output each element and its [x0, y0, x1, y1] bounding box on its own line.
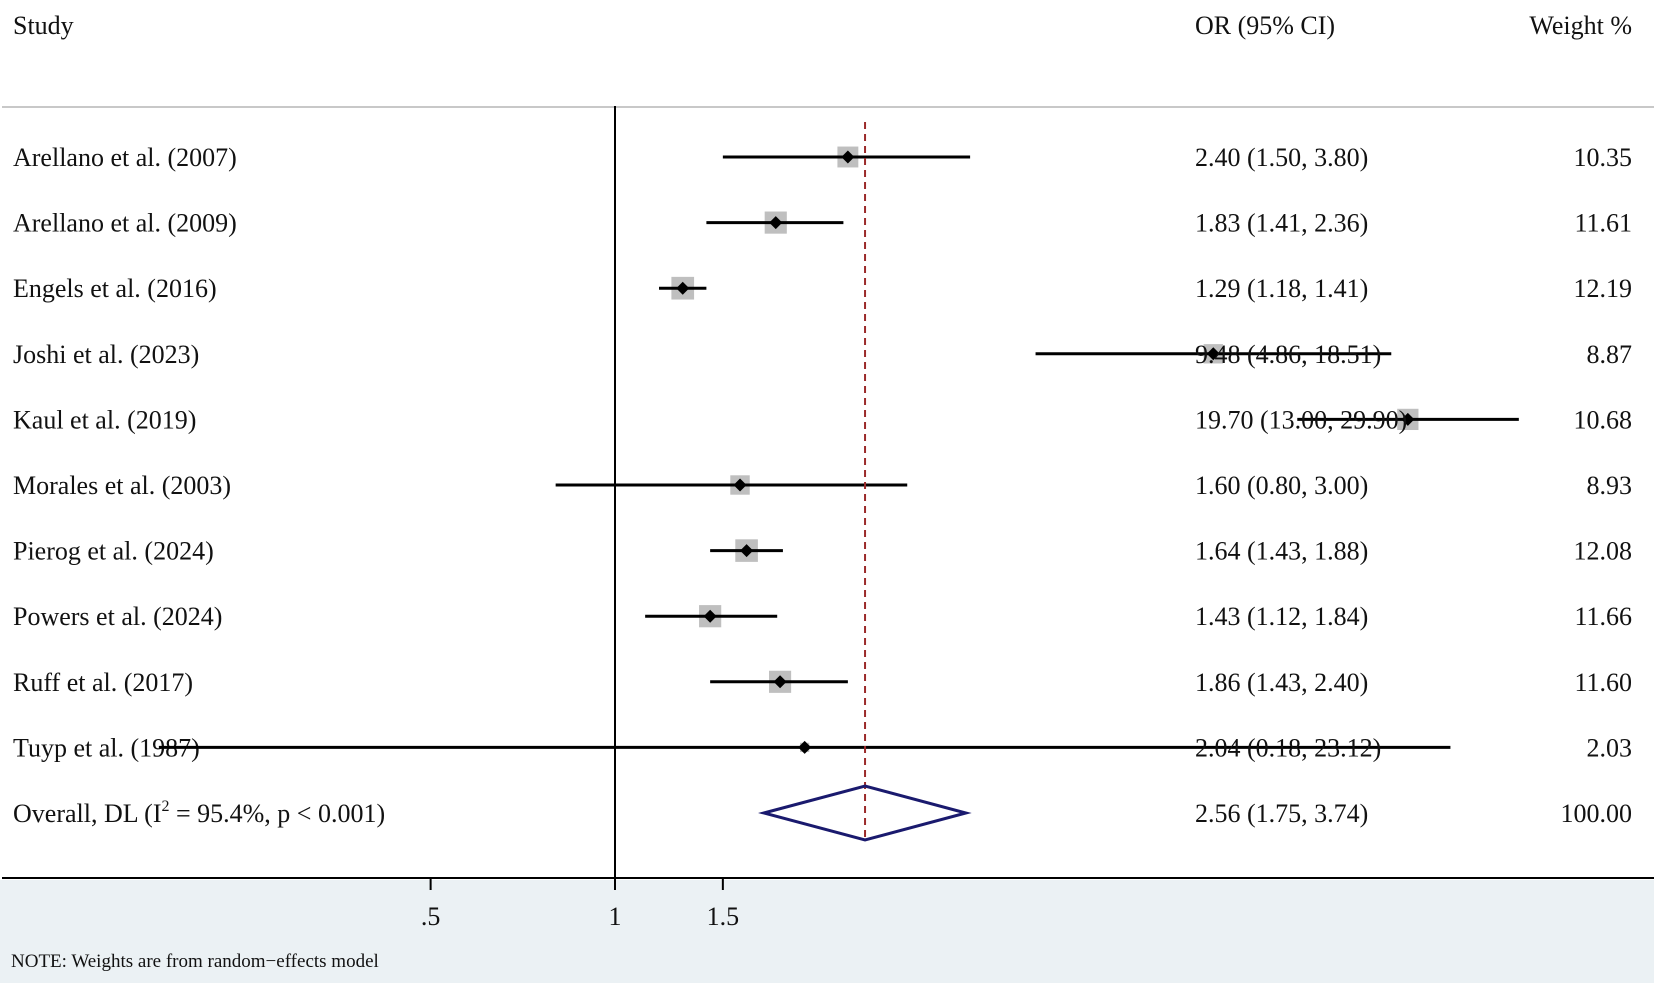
point-estimate [1206, 347, 1220, 361]
study-or-ci: 1.29 (1.18, 1.41) [1195, 274, 1368, 303]
header-study: Study [13, 11, 74, 40]
overall-diamond [758, 784, 972, 842]
study-weight: 11.60 [1574, 668, 1632, 697]
footnote: NOTE: Weights are from random−effects mo… [11, 951, 379, 972]
point-estimate [773, 675, 787, 689]
study-row: Arellano et al. (2007) 2.40 (1.50, 3.80) 1… [13, 143, 1632, 172]
study-label: Arellano et al. (2007) [13, 143, 237, 172]
point-estimate [798, 740, 812, 754]
study-label: Engels et al. (2016) [13, 274, 217, 303]
study-weight: 8.87 [1587, 340, 1633, 369]
study-label: Joshi et al. (2023) [13, 340, 199, 369]
study-weight: 11.66 [1574, 602, 1632, 631]
forest-plot-panel [0, 0, 1654, 880]
study-or-ci: 9.48 (4.86, 18.51) [1195, 340, 1381, 369]
study-label: Kaul et al. (2019) [13, 405, 196, 434]
study-rows: Arellano et al. (2007) 2.40 (1.50, 3.80) 1… [13, 143, 1632, 762]
study-label: Pierog et al. (2024) [13, 537, 214, 566]
point-estimate [740, 544, 754, 558]
study-weight: 8.93 [1587, 471, 1633, 500]
header-weight: Weight % [1529, 11, 1632, 40]
study-weight: 10.68 [1574, 405, 1633, 434]
x-tick-label: .5 [421, 902, 441, 931]
overall-or-ci: 2.56 (1.75, 3.74) [1195, 799, 1368, 828]
study-row: Ruff et al. (2017) 1.86 (1.43, 2.40) 11.60 [13, 668, 1632, 697]
study-label: Arellano et al. (2009) [13, 209, 237, 238]
study-row: Morales et al. (2003) 1.60 (0.80, 3.00) 8.… [13, 471, 1632, 500]
study-or-ci: 1.86 (1.43, 2.40) [1195, 668, 1368, 697]
study-row: Powers et al. (2024) 1.43 (1.12, 1.84) 11.… [13, 602, 1632, 631]
study-weight: 12.19 [1574, 274, 1633, 303]
study-row: Kaul et al. (2019) 19.70 (13.00, 29.90) 10… [13, 405, 1632, 434]
point-estimate [841, 150, 855, 164]
x-axis: .5 1 1.5 [421, 878, 739, 931]
study-weight: 11.61 [1574, 209, 1632, 238]
point-estimate [733, 478, 747, 492]
study-weight: 2.03 [1587, 733, 1633, 762]
point-estimate [1401, 412, 1415, 426]
study-weight: 10.35 [1574, 143, 1633, 172]
study-label: Morales et al. (2003) [13, 471, 231, 500]
study-or-ci: 1.64 (1.43, 1.88) [1195, 537, 1368, 566]
study-row: Pierog et al. (2024) 1.64 (1.43, 1.88) 12.… [13, 537, 1632, 566]
overall-weight: 100.00 [1561, 799, 1633, 828]
study-row: Tuyp et al. (1987) 2.04 (0.18, 23.12) 2.03 [13, 733, 1632, 762]
study-or-ci: 2.40 (1.50, 3.80) [1195, 143, 1368, 172]
point-estimate [676, 281, 690, 295]
point-estimate [703, 609, 717, 623]
study-row: Joshi et al. (2023) 9.48 (4.86, 18.51) 8.8… [13, 340, 1632, 369]
study-or-ci: 1.60 (0.80, 3.00) [1195, 471, 1368, 500]
point-estimate [769, 216, 783, 230]
overall-row: Overall, DL (I2 = 95.4%, p < 0.001) 2.56 … [13, 122, 1633, 842]
study-or-ci: 1.43 (1.12, 1.84) [1195, 602, 1368, 631]
study-row: Arellano et al. (2009) 1.83 (1.41, 2.36) 1… [13, 209, 1632, 238]
x-tick-label: 1.5 [707, 902, 740, 931]
study-label: Ruff et al. (2017) [13, 668, 193, 697]
study-weight: 12.08 [1574, 537, 1633, 566]
overall-label: Overall, DL (I2 = 95.4%, p < 0.001) [13, 798, 385, 828]
study-label: Powers et al. (2024) [13, 602, 222, 631]
study-or-ci: 19.70 (13.00, 29.90) [1195, 405, 1407, 434]
x-tick-label: 1 [609, 902, 622, 931]
study-row: Engels et al. (2016) 1.29 (1.18, 1.41) 12.… [13, 274, 1632, 303]
header-effect: OR (95% CI) [1195, 11, 1335, 40]
study-or-ci: 2.04 (0.18, 23.12) [1195, 733, 1381, 762]
study-or-ci: 1.83 (1.41, 2.36) [1195, 209, 1368, 238]
